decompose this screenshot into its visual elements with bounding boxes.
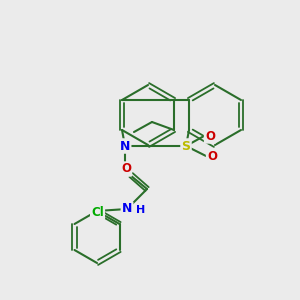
Text: Cl: Cl — [91, 206, 104, 218]
Text: O: O — [121, 163, 131, 176]
Text: S: S — [182, 140, 190, 152]
Text: O: O — [205, 130, 215, 142]
Text: H: H — [136, 205, 145, 215]
Text: O: O — [207, 149, 217, 163]
Text: N: N — [120, 140, 130, 152]
Text: N: N — [122, 202, 132, 215]
